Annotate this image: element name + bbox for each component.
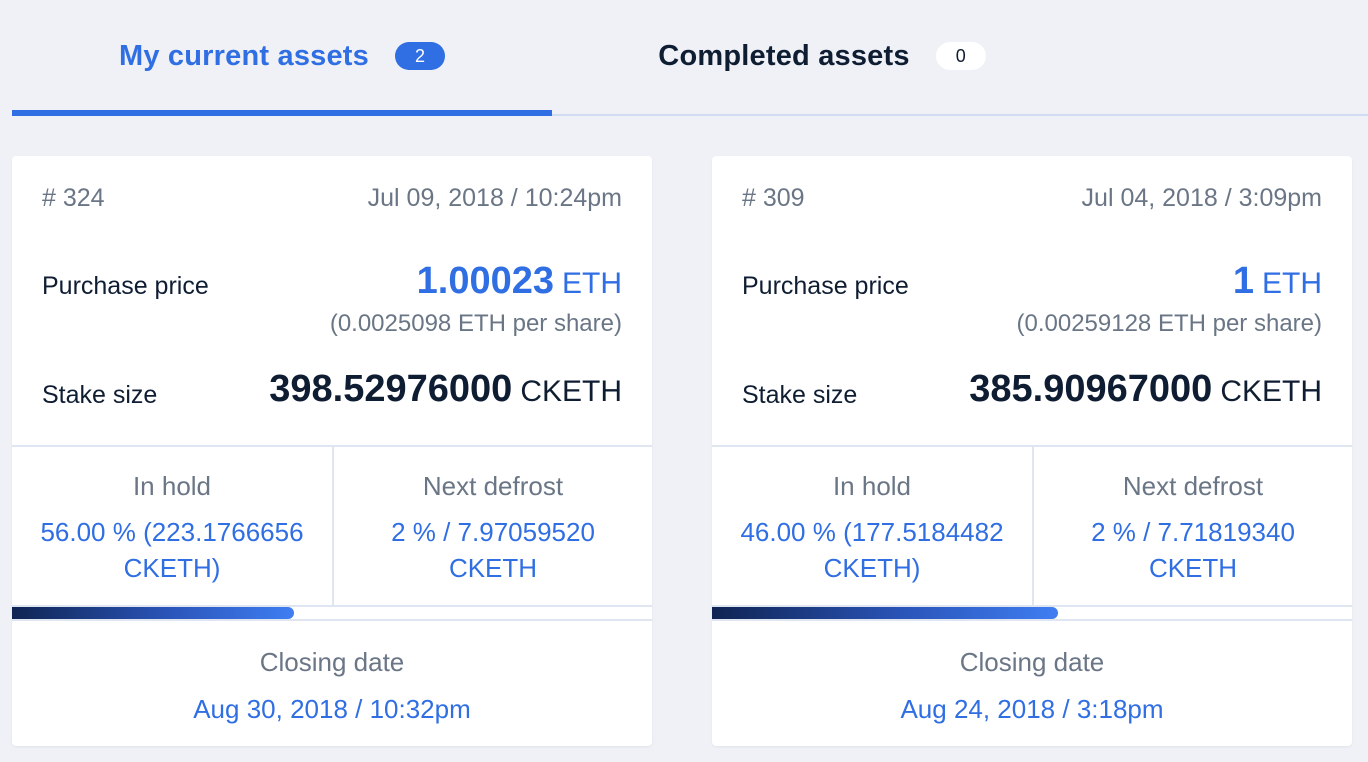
in-hold-value: 56.00 % (223.1766656 CKETH) xyxy=(40,517,304,583)
stake-size-value: 398.52976000 xyxy=(269,368,513,410)
hold-defrost-section: In hold 56.00 % (223.1766656 CKETH) Next… xyxy=(12,445,652,607)
closing-date-value: Aug 24, 2018 / 3:18pm xyxy=(900,694,1164,724)
stake-size: 385.90967000 CKETH xyxy=(969,368,1322,411)
price-per-share: (0.00259128 ETH per share) xyxy=(1016,310,1322,337)
stake-size-label: Stake size xyxy=(42,381,158,409)
next-defrost-value: 2 % / 7.71819340 CKETH xyxy=(1091,517,1295,583)
closing-date-label: Closing date xyxy=(959,647,1105,677)
stake-size-unit: CKETH xyxy=(1220,375,1322,408)
stake-size: 398.52976000 CKETH xyxy=(269,368,622,411)
tab-count-badge: 2 xyxy=(395,42,445,70)
stake-size-unit: CKETH xyxy=(520,375,622,408)
next-defrost-label: Next defrost xyxy=(1122,471,1264,501)
next-defrost-column: Next defrost 2 % / 7.97059520 CKETH xyxy=(332,447,652,607)
asset-card-summary: # 309 Jul 04, 2018 / 3:09pm Purchase pri… xyxy=(712,156,1352,445)
purchase-price-label: Purchase price xyxy=(742,272,909,300)
closing-date-value: Aug 30, 2018 / 10:32pm xyxy=(193,694,471,724)
next-defrost-value: 2 % / 7.97059520 CKETH xyxy=(391,517,595,583)
defrost-progress-bar xyxy=(712,605,1352,621)
active-tab-indicator xyxy=(12,110,552,116)
next-defrost-label: Next defrost xyxy=(422,471,564,501)
purchase-date: Jul 04, 2018 / 3:09pm xyxy=(1081,184,1322,212)
asset-card-summary: # 324 Jul 09, 2018 / 10:24pm Purchase pr… xyxy=(12,156,652,445)
closing-date-label: Closing date xyxy=(259,647,405,677)
defrost-progress-bar xyxy=(12,605,652,621)
in-hold-column: In hold 56.00 % (223.1766656 CKETH) xyxy=(12,447,332,607)
purchase-price-value: 1.00023 xyxy=(416,260,554,302)
defrost-progress-fill xyxy=(712,607,1058,619)
price-per-share: (0.0025098 ETH per share) xyxy=(329,310,622,337)
closing-section: Closing date Aug 24, 2018 / 3:18pm xyxy=(712,621,1352,725)
in-hold-label: In hold xyxy=(132,471,212,501)
tab-label: My current assets xyxy=(118,39,369,72)
in-hold-column: In hold 46.00 % (177.5184482 CKETH) xyxy=(712,447,1032,607)
tab-my-current-assets[interactable]: My current assets 2 xyxy=(12,0,552,116)
purchase-date: Jul 09, 2018 / 10:24pm xyxy=(367,184,622,212)
purchase-price-value: 1 xyxy=(1232,260,1254,302)
asset-id: # 309 xyxy=(742,184,805,212)
stake-size-value: 385.90967000 xyxy=(969,368,1213,410)
hold-defrost-section: In hold 46.00 % (177.5184482 CKETH) Next… xyxy=(712,445,1352,607)
closing-section: Closing date Aug 30, 2018 / 10:32pm xyxy=(12,621,652,725)
purchase-price: 1.00023 ETH xyxy=(417,260,622,303)
tab-completed-assets[interactable]: Completed assets 0 xyxy=(552,0,1092,116)
purchase-price-unit: ETH xyxy=(562,267,622,300)
in-hold-label: In hold xyxy=(832,471,912,501)
stake-size-label: Stake size xyxy=(742,381,858,409)
defrost-progress-fill xyxy=(12,607,294,619)
purchase-price: 1 ETH xyxy=(1233,260,1322,303)
next-defrost-column: Next defrost 2 % / 7.71819340 CKETH xyxy=(1032,447,1352,607)
in-hold-value: 46.00 % (177.5184482 CKETH) xyxy=(740,517,1004,583)
asset-card[interactable]: # 309 Jul 04, 2018 / 3:09pm Purchase pri… xyxy=(712,156,1352,746)
tab-count-badge: 0 xyxy=(935,42,986,70)
asset-id: # 324 xyxy=(42,184,105,212)
purchase-price-unit: ETH xyxy=(1262,267,1322,300)
asset-card[interactable]: # 324 Jul 09, 2018 / 10:24pm Purchase pr… xyxy=(12,156,652,746)
tab-label: Completed assets xyxy=(658,39,910,72)
asset-tabs: My current assets 2 Completed assets 0 xyxy=(12,0,1368,116)
purchase-price-label: Purchase price xyxy=(42,272,209,300)
